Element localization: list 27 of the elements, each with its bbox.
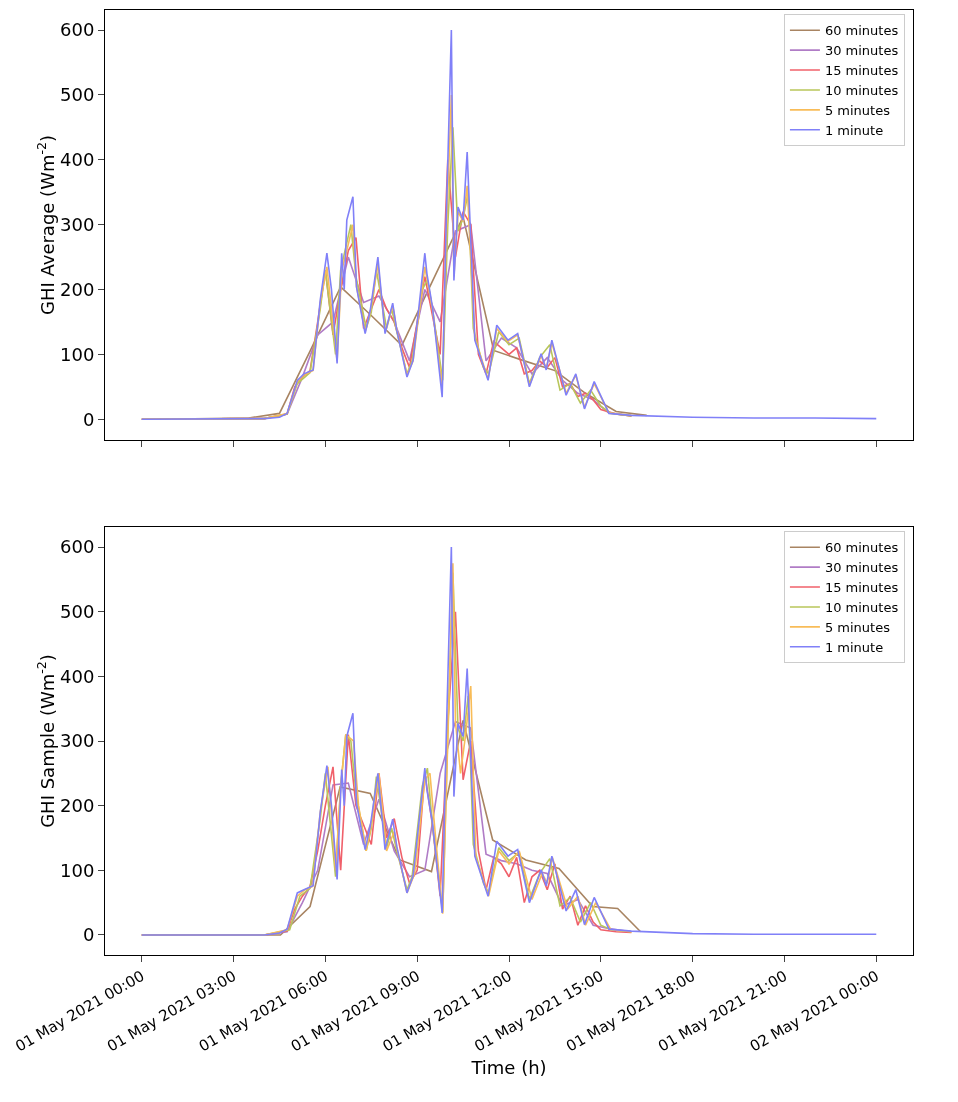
legend-label: 60 minutes	[824, 23, 899, 39]
legend-label: 10 minutes	[824, 600, 899, 615]
legend-label: 30 minutes	[824, 43, 899, 59]
y-tick-label: 200	[60, 278, 95, 300]
y-tick-label: 0	[82, 924, 95, 946]
y-tick-label: 100	[60, 859, 95, 881]
legend-label: 60 minutes	[824, 540, 899, 556]
y-tick-label: 400	[60, 665, 95, 687]
y-tick-label: 600	[60, 536, 95, 558]
x-axis-title: Time (h)	[470, 1057, 547, 1079]
y-tick-label: 600	[60, 19, 95, 41]
legend-label: 15 minutes	[824, 63, 899, 79]
legend-label: 5 minutes	[824, 619, 891, 635]
y-tick-label: 500	[60, 84, 95, 106]
legend-label: 30 minutes	[824, 560, 899, 576]
legend-label: 15 minutes	[824, 580, 899, 596]
y-tick-label: 0	[82, 408, 95, 430]
y-tick-label: 200	[60, 794, 95, 816]
y-tick-label: 100	[60, 343, 95, 365]
y-tick-label: 500	[60, 600, 95, 622]
y-tick-label: 400	[60, 149, 95, 171]
legend-label: 1 minute	[824, 639, 884, 655]
y-tick-label: 300	[60, 213, 95, 235]
y-tick-label: 300	[60, 730, 95, 752]
legend-label: 1 minute	[824, 122, 884, 138]
legend-label: 10 minutes	[824, 83, 899, 99]
legend-label: 5 minutes	[824, 102, 891, 118]
